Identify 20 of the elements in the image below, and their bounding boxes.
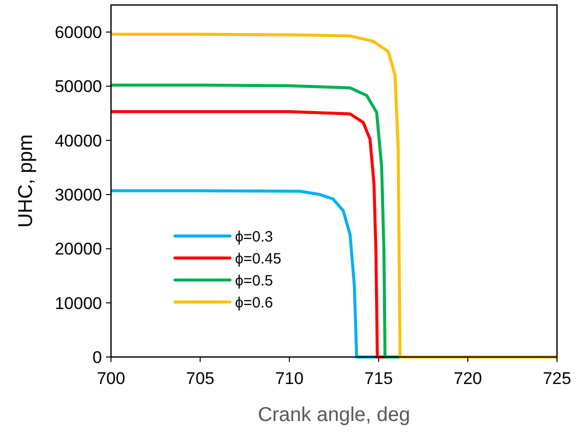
x-tick-label: 725 bbox=[542, 369, 572, 388]
y-tick-label: 50000 bbox=[54, 77, 102, 96]
y-tick-label: 30000 bbox=[54, 185, 102, 204]
y-tick-label: 60000 bbox=[54, 23, 102, 42]
legend-label: ϕ=0.6 bbox=[235, 294, 274, 312]
x-tick-label: 715 bbox=[364, 369, 393, 388]
y-axis-title: UHC, ppm bbox=[15, 134, 37, 228]
legend-label: ϕ=0.5 bbox=[235, 272, 274, 290]
x-tick-label: 700 bbox=[96, 369, 126, 388]
x-tick-label: 710 bbox=[275, 369, 304, 388]
legend-label: ϕ=0.45 bbox=[235, 250, 282, 268]
x-tick-label: 705 bbox=[186, 369, 214, 388]
y-tick-label: 40000 bbox=[54, 131, 102, 150]
x-tick-label: 720 bbox=[454, 369, 482, 388]
line-series bbox=[110, 32, 558, 358]
y-tick-label: 0 bbox=[92, 348, 102, 367]
y-tick-label: 10000 bbox=[54, 294, 102, 313]
y-tick-label: 20000 bbox=[54, 240, 102, 259]
x-axis-title: Crank angle, deg bbox=[258, 404, 410, 426]
legend-label: ϕ=0.3 bbox=[235, 228, 274, 246]
